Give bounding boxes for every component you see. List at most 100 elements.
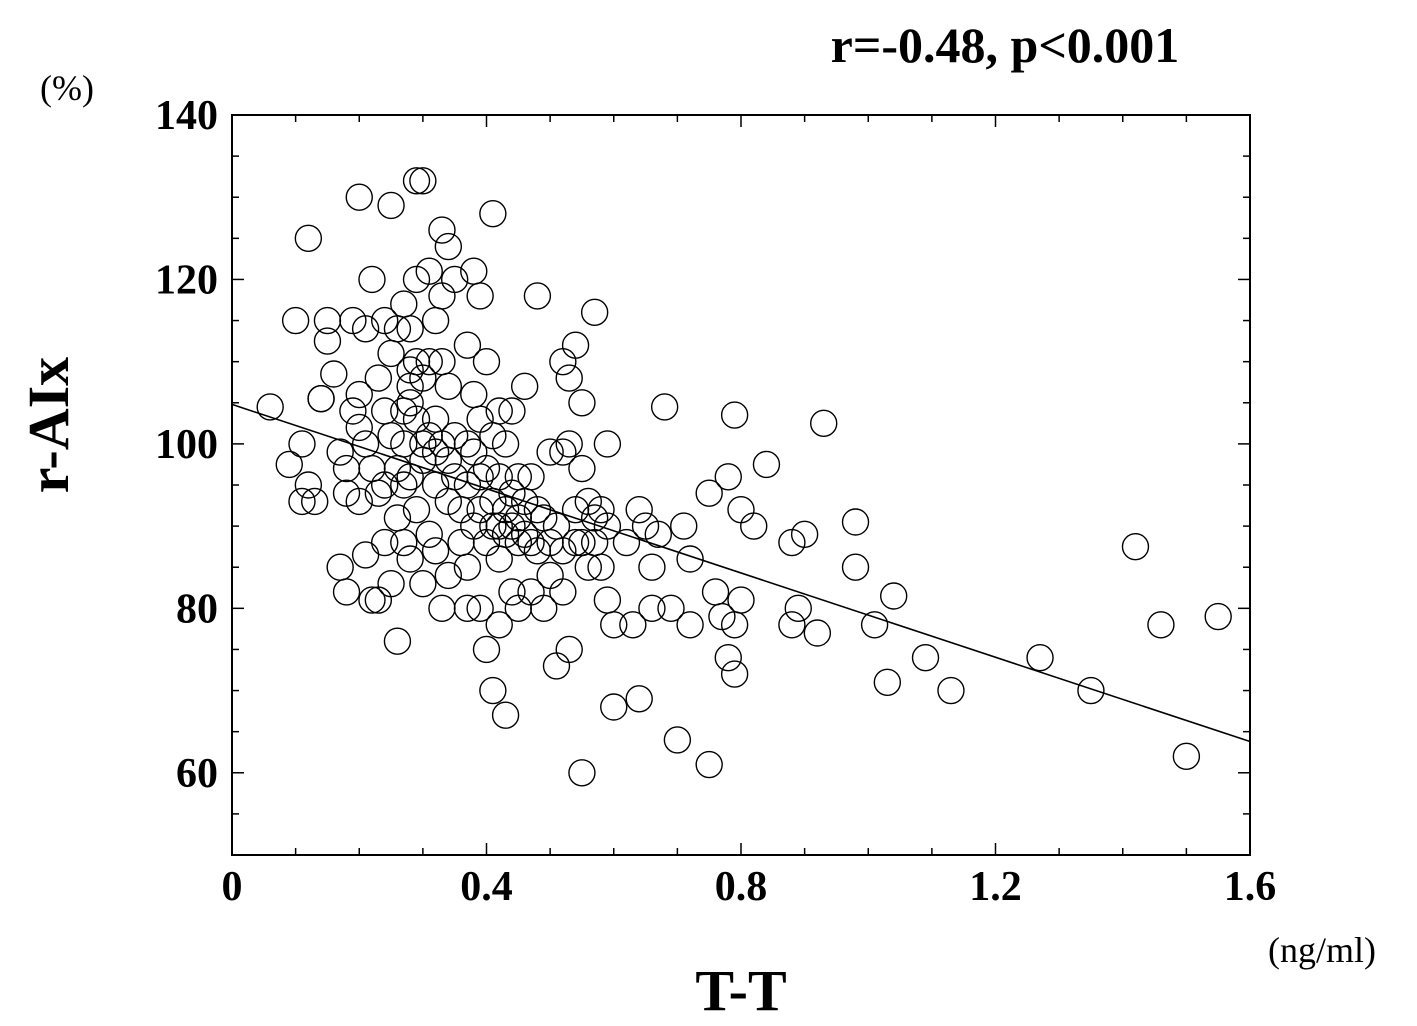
data-point	[288, 487, 316, 516]
data-point	[434, 232, 463, 261]
data-point	[301, 487, 329, 516]
data-point	[479, 199, 507, 228]
data-point	[695, 750, 723, 779]
data-point	[587, 495, 615, 524]
data-point	[937, 676, 965, 705]
data-point	[676, 545, 704, 573]
data-point	[625, 685, 653, 713]
data-point	[517, 463, 545, 491]
data-point	[803, 619, 832, 647]
data-point	[1147, 611, 1175, 639]
data-point	[421, 537, 450, 565]
data-point	[453, 553, 482, 581]
data-point	[345, 183, 373, 211]
data-point	[409, 167, 437, 195]
data-point	[472, 635, 501, 664]
data-point	[638, 553, 666, 581]
data-point	[587, 553, 615, 581]
data-point	[695, 479, 723, 507]
data-point	[644, 520, 672, 549]
tick-labels: 0 0.4 0.8 1.2 1.6 60 80 100 120 140	[155, 93, 1276, 910]
data-point	[612, 528, 641, 557]
y-tick-label: 60	[176, 751, 218, 797]
data-point	[313, 306, 342, 335]
data-point	[460, 380, 488, 409]
data-point	[466, 282, 494, 310]
data-point	[434, 372, 463, 401]
regression-line	[231, 403, 1251, 743]
data-point	[256, 393, 284, 421]
data-point	[701, 578, 730, 606]
data-point	[549, 578, 577, 606]
data-point	[561, 331, 590, 359]
data-point	[860, 611, 889, 639]
data-point	[390, 528, 418, 557]
data-point	[466, 594, 494, 623]
data-point	[568, 454, 596, 483]
data-point	[294, 224, 323, 253]
data-point	[479, 676, 507, 705]
data-point	[663, 726, 692, 754]
data-point	[294, 471, 323, 499]
data-point	[453, 430, 482, 458]
data-point	[911, 643, 940, 672]
data-point	[720, 660, 749, 688]
data-point	[415, 347, 443, 376]
data-point	[523, 282, 552, 310]
y-tick-label: 140	[155, 93, 218, 139]
data-point	[1077, 676, 1105, 705]
data-point	[810, 409, 838, 438]
data-point	[288, 430, 316, 458]
data-point	[625, 495, 653, 524]
data-point	[536, 561, 564, 590]
data-point	[504, 528, 533, 557]
data-point	[676, 611, 704, 639]
data-point	[549, 347, 577, 376]
data-point	[428, 282, 456, 310]
data-point	[351, 541, 380, 569]
y-axis-title: r-AIx	[16, 357, 81, 493]
data-point	[727, 495, 755, 524]
data-point	[593, 430, 622, 458]
data-point	[275, 450, 303, 479]
data-point	[466, 463, 494, 491]
data-points	[256, 167, 1232, 787]
data-point	[568, 389, 596, 417]
data-point	[542, 652, 571, 680]
data-point	[447, 528, 475, 557]
data-point	[504, 594, 533, 623]
data-point	[440, 265, 469, 294]
data-point	[453, 331, 482, 359]
data-point	[485, 512, 513, 540]
data-point	[498, 578, 526, 606]
x-unit-label: (ng/ml)	[1268, 930, 1376, 970]
data-point	[434, 561, 463, 590]
data-point	[568, 759, 596, 787]
x-tick-label: 0.8	[715, 864, 768, 910]
data-point	[307, 384, 335, 413]
y-tick-label: 100	[155, 422, 218, 468]
data-point	[555, 635, 583, 664]
data-point	[377, 191, 405, 220]
data-point	[326, 438, 354, 466]
data-point	[326, 553, 354, 581]
data-point	[491, 430, 520, 458]
data-point	[714, 643, 742, 672]
data-point	[390, 430, 418, 458]
data-point	[396, 389, 424, 417]
data-point	[593, 512, 622, 540]
data-point	[402, 495, 431, 524]
data-point	[555, 430, 583, 458]
data-point	[453, 594, 482, 623]
data-point	[358, 454, 386, 483]
data-point	[790, 520, 819, 549]
data-point	[472, 347, 501, 376]
data-point	[657, 594, 685, 623]
data-point	[415, 257, 443, 285]
data-point	[536, 438, 564, 466]
data-point	[396, 315, 424, 343]
data-point	[619, 611, 647, 639]
data-point	[841, 553, 870, 581]
plot-area-frame	[231, 114, 1251, 856]
data-point	[345, 487, 373, 516]
